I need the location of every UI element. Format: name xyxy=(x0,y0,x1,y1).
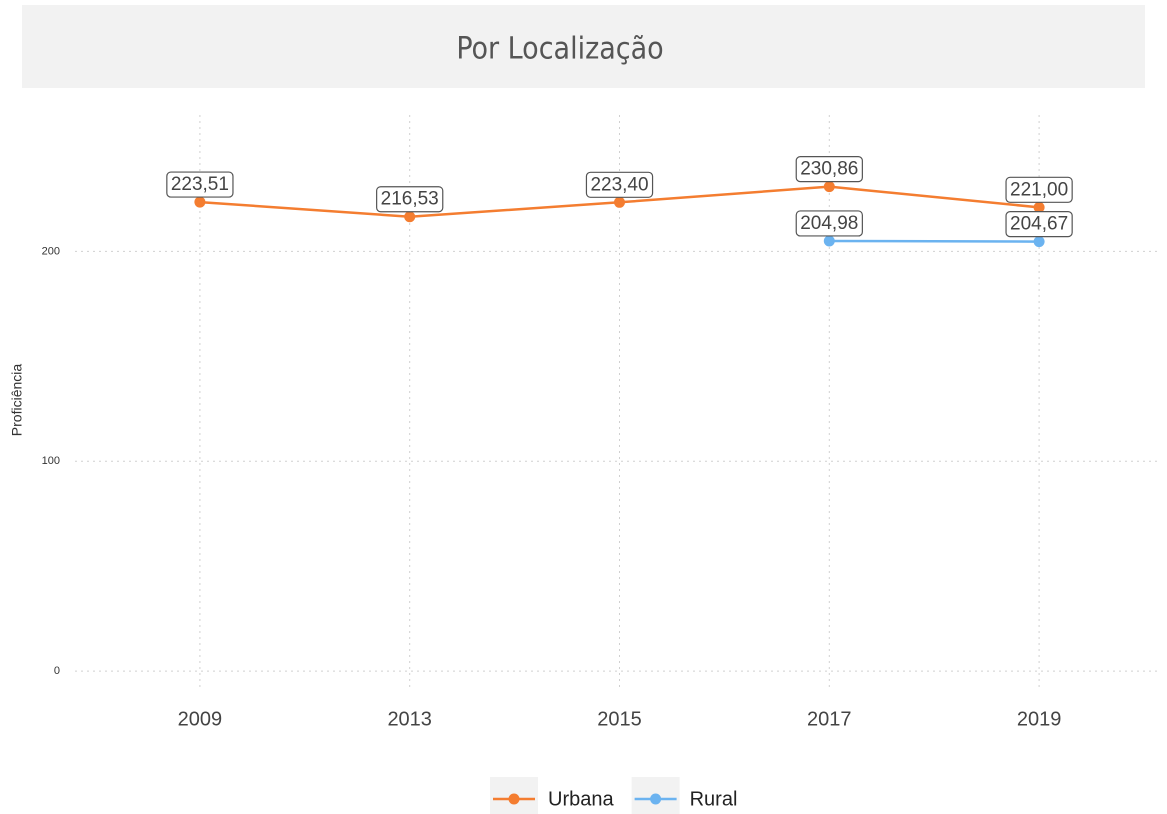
value-label-text: 204,67 xyxy=(1010,214,1068,235)
value-label-box xyxy=(795,210,863,237)
chart-title: Por Localização xyxy=(456,32,663,67)
value-label-box xyxy=(166,171,234,198)
value-label: 221,00 xyxy=(1005,176,1073,203)
data-point xyxy=(404,211,416,223)
data-point xyxy=(823,235,835,247)
y-tick-label: 200 xyxy=(42,245,60,257)
x-tick-label: 2019 xyxy=(1017,708,1062,730)
legend-label: Urbana xyxy=(548,788,614,810)
value-label-box xyxy=(376,186,444,213)
value-label-text: 216,53 xyxy=(381,189,439,210)
value-label-box xyxy=(1005,176,1073,203)
legend-dot xyxy=(508,793,520,805)
data-point xyxy=(1033,236,1045,248)
series-line xyxy=(829,239,1040,243)
value-label: 230,86 xyxy=(795,156,863,183)
x-tick-label: 2013 xyxy=(387,708,432,730)
value-label-box xyxy=(585,171,654,198)
y-axis-label: Proficiência xyxy=(9,364,25,437)
value-label: 216,53 xyxy=(376,186,444,213)
value-label: 223,51 xyxy=(166,171,234,198)
title-banner xyxy=(22,5,1145,88)
data-point xyxy=(614,196,625,208)
y-tick-label: 100 xyxy=(42,455,60,467)
value-label-text: 230,86 xyxy=(800,159,858,180)
data-point xyxy=(194,196,206,208)
value-label: 204,98 xyxy=(795,210,863,237)
value-label-box xyxy=(795,156,863,183)
x-tick-label: 2009 xyxy=(178,708,223,730)
value-label-text: 223,40 xyxy=(590,174,648,195)
legend-dot xyxy=(650,793,662,805)
legend-label: Rural xyxy=(690,788,738,810)
x-tick-label: 2017 xyxy=(807,708,852,730)
value-label-text: 223,51 xyxy=(171,174,229,195)
y-tick-label: 0 xyxy=(54,665,60,677)
value-label-text: 221,00 xyxy=(1010,179,1068,200)
value-label-box xyxy=(1005,211,1073,238)
data-point xyxy=(1033,201,1045,213)
data-point xyxy=(823,181,835,193)
value-label-text: 204,98 xyxy=(800,213,858,234)
value-label: 223,40 xyxy=(585,171,654,198)
value-label: 204,67 xyxy=(1005,211,1073,238)
x-tick-label: 2015 xyxy=(597,708,642,730)
